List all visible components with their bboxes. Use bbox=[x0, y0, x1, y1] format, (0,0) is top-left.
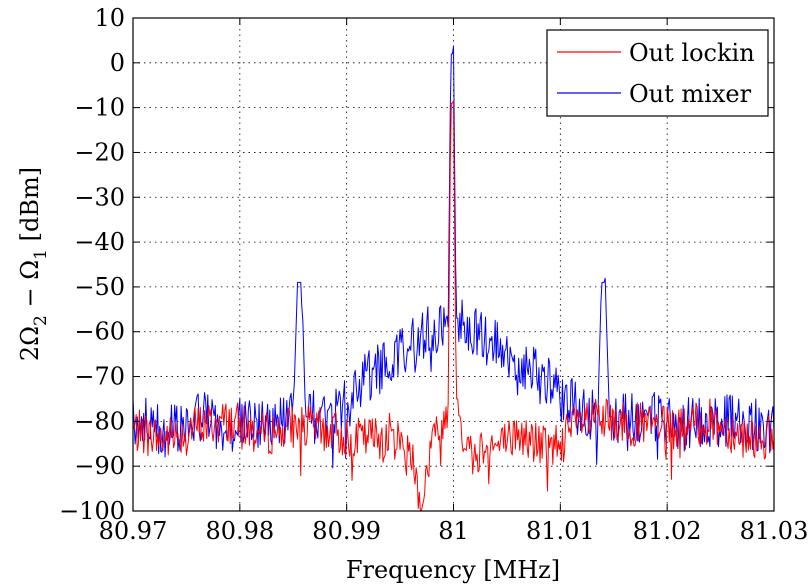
x-tick-label: 81.02 bbox=[633, 517, 702, 545]
y-axis-label-part: − Ω bbox=[16, 260, 44, 315]
y-tick-label: −100 bbox=[59, 497, 125, 525]
y-tick-label: 10 bbox=[94, 4, 125, 32]
y-axis-label-part: 2Ω bbox=[16, 326, 44, 361]
y-tick-label: −40 bbox=[74, 228, 125, 256]
y-tick-label: −80 bbox=[74, 407, 125, 435]
y-tick-label: −50 bbox=[74, 273, 125, 301]
x-tick-label: 80.97 bbox=[99, 517, 168, 545]
y-tick-label: −70 bbox=[74, 363, 125, 391]
ticks: 80.97 80.98 80.99 81 81.01 81.02 81.03 10 0 −10 −2… bbox=[59, 4, 808, 545]
series-layer bbox=[132, 45, 775, 512]
y-axis-label: 2Ω2 − Ω1 [dBm] bbox=[16, 167, 51, 361]
legend: Out lockin Out mixer bbox=[546, 29, 769, 117]
y-tick-label: −30 bbox=[74, 183, 125, 211]
x-tick-label: 81.03 bbox=[740, 517, 808, 545]
series-line-out-lockin bbox=[132, 100, 775, 512]
legend-label-out-mixer: Out mixer bbox=[629, 80, 752, 108]
y-axis-label-part: [dBm] bbox=[16, 167, 44, 249]
y-tick-label: −20 bbox=[74, 138, 125, 166]
x-tick-label: 81.01 bbox=[526, 517, 595, 545]
y-tick-label: −60 bbox=[74, 318, 125, 346]
x-tick-label: 80.98 bbox=[205, 517, 274, 545]
legend-box bbox=[546, 29, 769, 117]
x-axis-label: Frequency [MHz] bbox=[346, 556, 560, 584]
x-tick-label: 81 bbox=[438, 517, 469, 545]
legend-label-out-lockin: Out lockin bbox=[629, 39, 755, 67]
y-tick-label: −90 bbox=[74, 452, 125, 480]
y-tick-label: 0 bbox=[110, 49, 125, 77]
y-axis-label-sub: 2 bbox=[31, 315, 51, 326]
x-tick-label: 80.99 bbox=[312, 517, 381, 545]
y-tick-label: −10 bbox=[74, 94, 125, 122]
y-axis-label-sub: 1 bbox=[31, 249, 51, 260]
